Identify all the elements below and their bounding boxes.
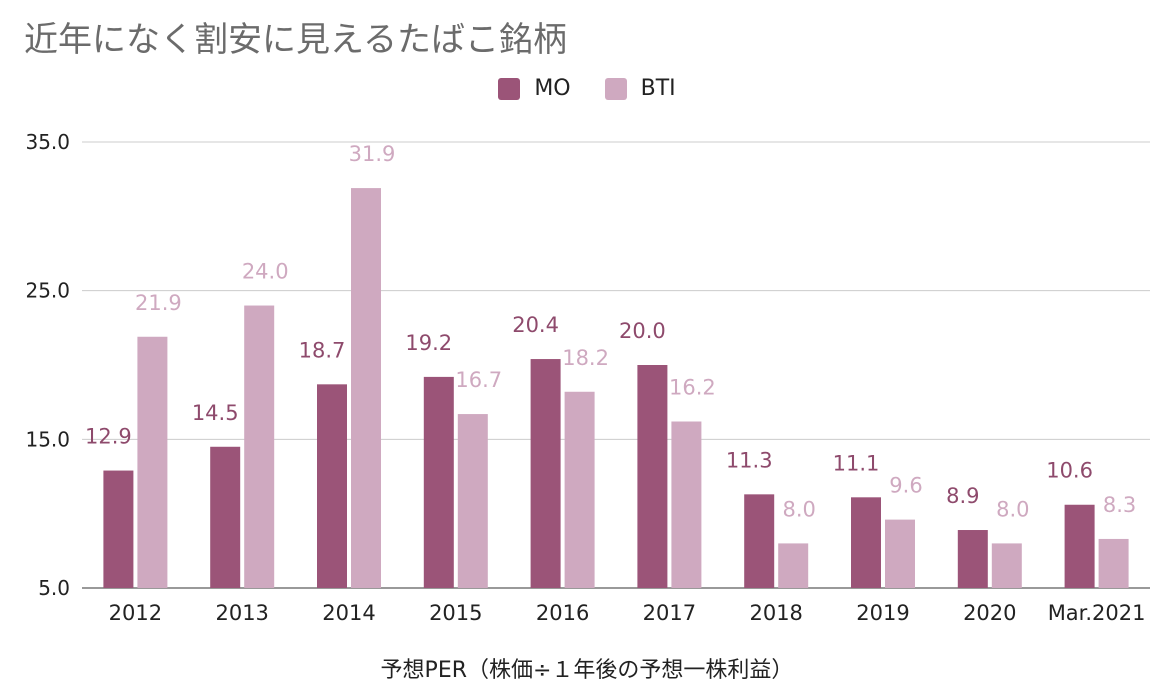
x-tick-label: 2013 [215, 601, 268, 625]
y-tick-label: 25.0 [25, 279, 70, 303]
data-label-mo: 10.6 [1046, 459, 1093, 483]
x-tick-label: 2012 [109, 601, 162, 625]
data-label-mo: 19.2 [405, 331, 452, 355]
bar-bti [885, 519, 915, 588]
bar-mo [744, 494, 775, 588]
legend-item-bti[interactable]: BTI [604, 76, 676, 101]
data-label-mo: 11.1 [833, 451, 880, 475]
bar-mo [103, 470, 134, 588]
bar-mo [423, 376, 454, 588]
x-tick-label: 2019 [856, 601, 909, 625]
bar-mo [317, 384, 347, 588]
legend-item-mo[interactable]: MO [498, 76, 571, 101]
x-tick-label: 2014 [322, 601, 375, 625]
x-tick-label: Mar.2021 [1048, 601, 1146, 625]
bar-bti [1098, 538, 1129, 588]
data-label-bti: 16.2 [669, 375, 716, 399]
x-tick-label: 2015 [429, 601, 482, 625]
bar-mo [637, 365, 668, 588]
bar-mo [210, 446, 241, 588]
bar-mo [957, 530, 988, 588]
data-label-bti: 18.2 [562, 346, 609, 370]
data-label-bti: 8.0 [996, 497, 1029, 521]
x-axis-label: 予想PER（株価÷１年後の予想一株利益） [380, 658, 794, 683]
x-tick-label: 2017 [643, 601, 696, 625]
legend-swatch-mo [498, 77, 521, 100]
bar-bti [244, 305, 275, 588]
legend-label-bti: BTI [640, 76, 676, 101]
bar-mo [851, 497, 881, 588]
y-tick-label: 5.0 [38, 576, 70, 600]
data-label-mo: 20.0 [619, 319, 666, 343]
data-label-bti: 31.9 [349, 142, 396, 166]
bar-bti [351, 188, 381, 588]
legend: MO BTI [0, 76, 1174, 101]
bar-bti [778, 543, 809, 588]
data-label-bti: 16.7 [455, 368, 502, 392]
legend-swatch-bti [604, 77, 627, 100]
y-tick-label: 15.0 [25, 427, 70, 451]
data-label-mo: 14.5 [192, 401, 239, 425]
data-label-mo: 11.3 [726, 448, 773, 472]
bar-mo [1064, 504, 1095, 588]
bar-bti [671, 421, 702, 588]
data-label-bti: 8.3 [1103, 493, 1136, 517]
data-label-bti: 24.0 [242, 260, 289, 284]
data-label-mo: 20.4 [512, 313, 559, 337]
x-tick-label: 2020 [963, 601, 1016, 625]
bar-bti [991, 543, 1022, 588]
x-tick-label: 2016 [536, 601, 589, 625]
bar-bti [137, 336, 168, 588]
data-label-mo: 18.7 [299, 338, 346, 362]
data-label-bti: 9.6 [889, 474, 922, 498]
data-label-bti: 8.0 [782, 497, 815, 521]
x-tick-label: 2018 [749, 601, 802, 625]
bar-mo [530, 359, 561, 588]
data-label-mo: 12.9 [85, 425, 132, 449]
data-label-bti: 21.9 [135, 291, 182, 315]
bar-bti [564, 391, 595, 588]
chart-title: 近年になく割安に見えるたばこ銘柄 [24, 20, 567, 60]
data-label-mo: 8.9 [946, 484, 979, 508]
bar-bti [457, 414, 488, 588]
y-tick-label: 35.0 [25, 130, 70, 154]
legend-label-mo: MO [534, 76, 571, 101]
